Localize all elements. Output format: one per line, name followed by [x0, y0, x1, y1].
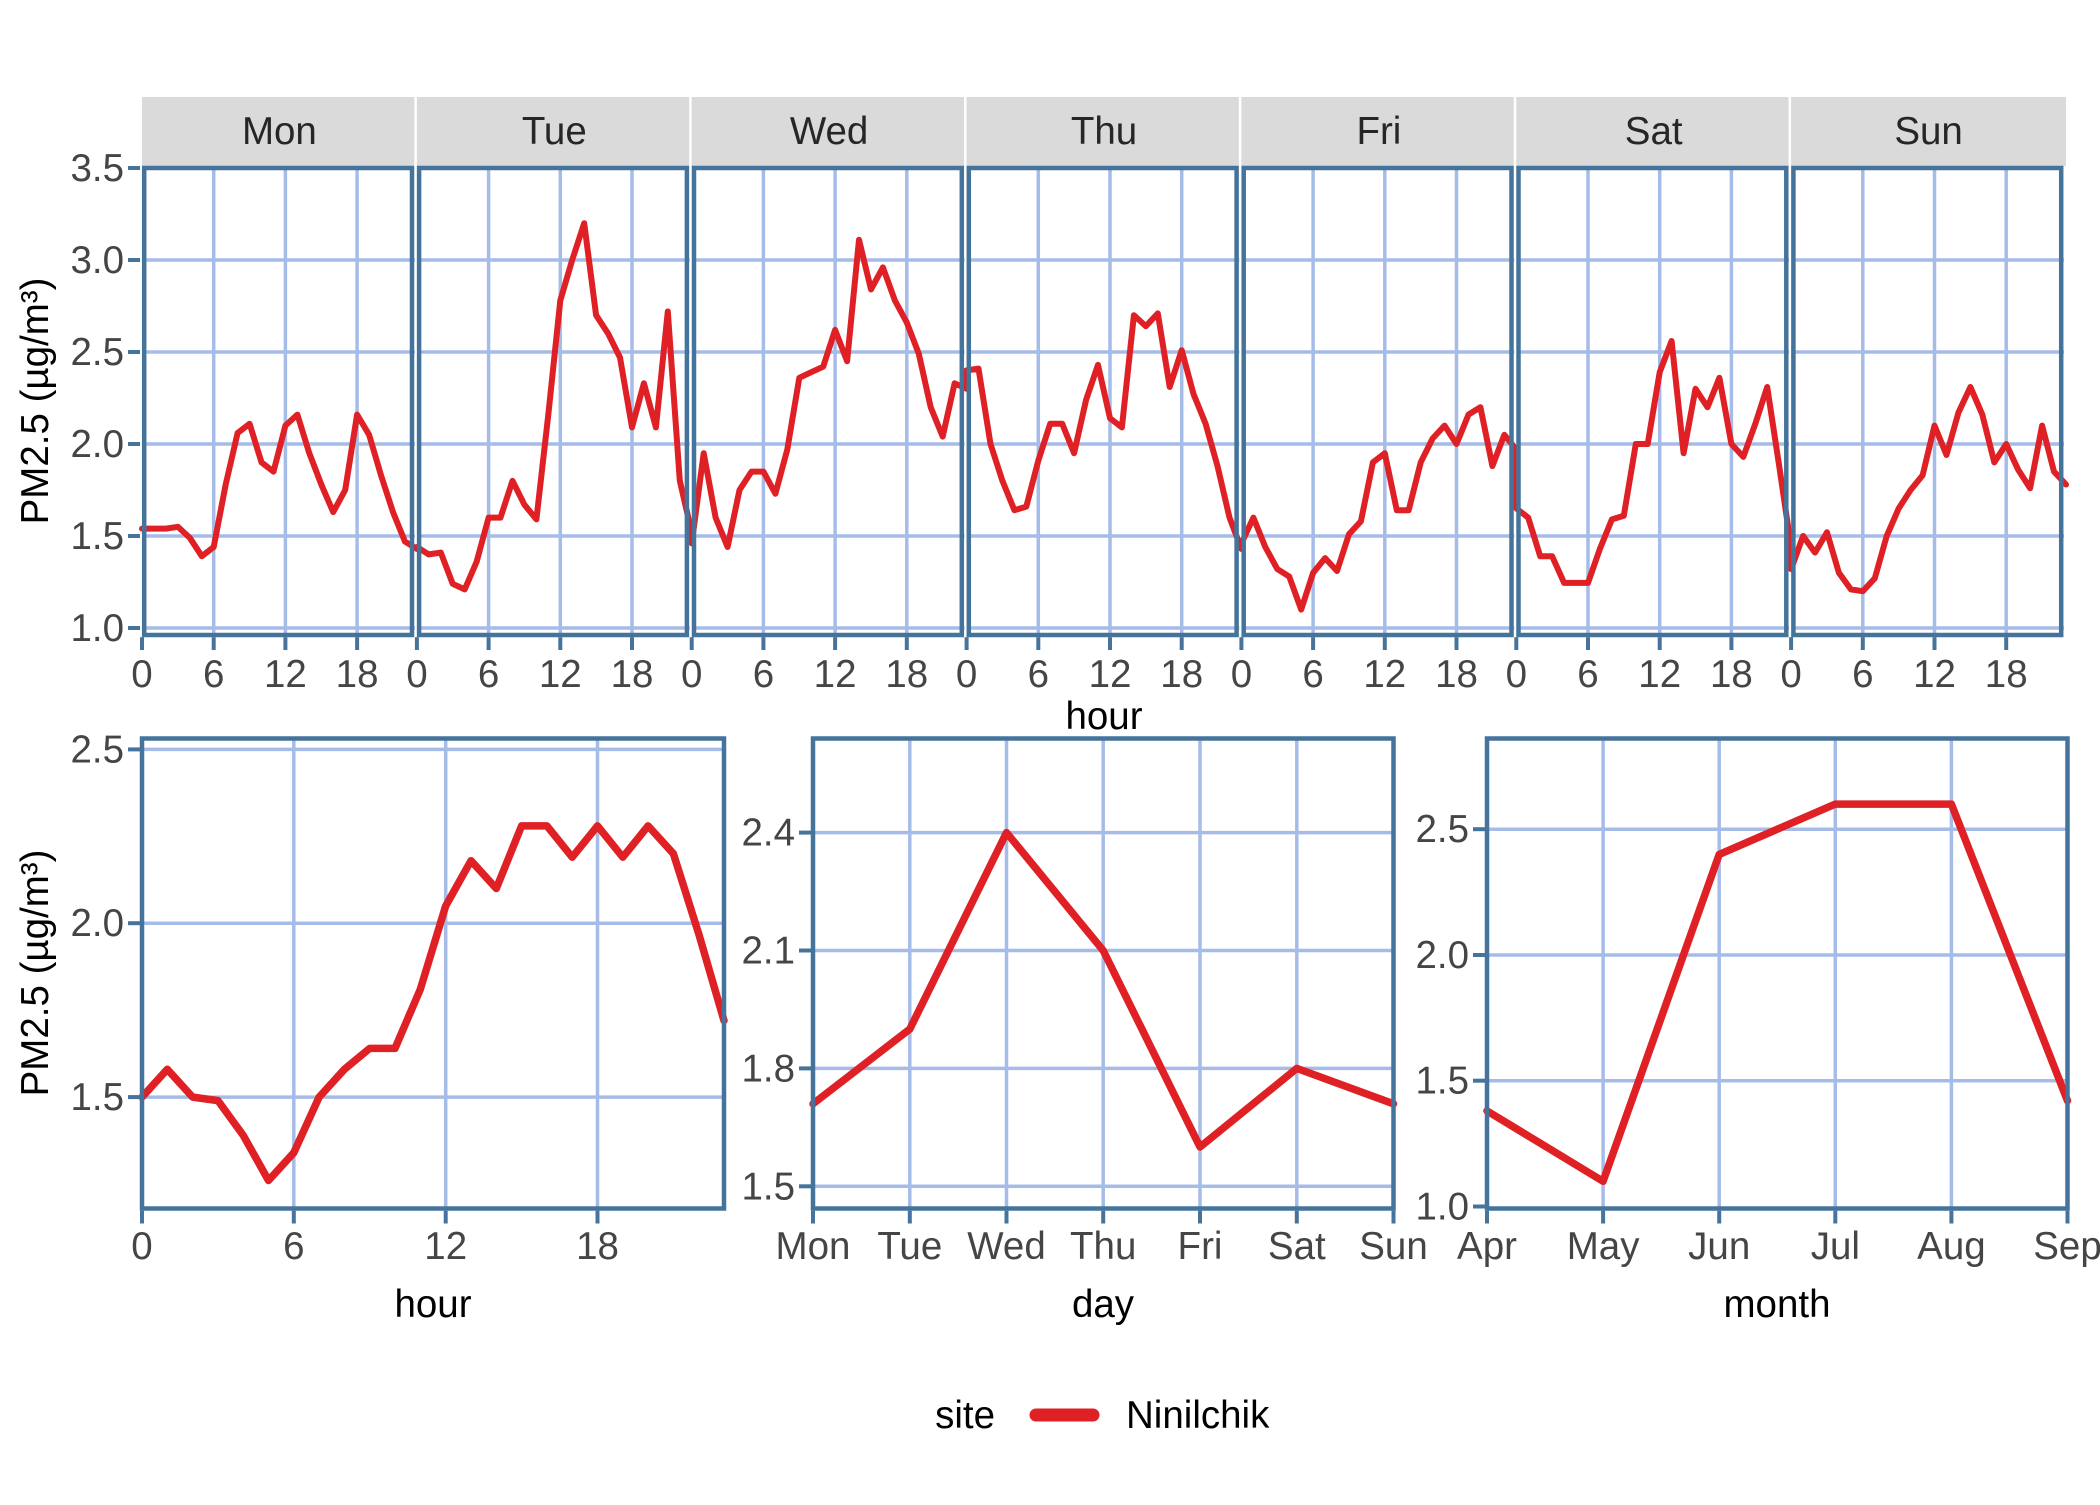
- svg-text:12: 12: [539, 653, 582, 696]
- svg-text:2.0: 2.0: [70, 423, 124, 466]
- svg-text:6: 6: [478, 653, 499, 696]
- svg-text:6: 6: [203, 653, 224, 696]
- svg-text:0: 0: [1506, 653, 1527, 696]
- svg-text:0: 0: [131, 653, 152, 696]
- svg-text:0: 0: [131, 1225, 152, 1268]
- svg-text:Fri: Fri: [1356, 110, 1401, 153]
- svg-text:1.5: 1.5: [70, 515, 124, 558]
- svg-text:1.5: 1.5: [741, 1165, 795, 1208]
- svg-text:Ninilchik: Ninilchik: [1126, 1394, 1270, 1437]
- svg-text:Thu: Thu: [1070, 1225, 1136, 1268]
- svg-text:day: day: [1072, 1283, 1135, 1326]
- svg-text:0: 0: [406, 653, 427, 696]
- svg-text:Mon: Mon: [242, 110, 317, 153]
- svg-text:18: 18: [611, 653, 654, 696]
- svg-text:0: 0: [1231, 653, 1252, 696]
- svg-text:month: month: [1723, 1283, 1830, 1326]
- svg-text:12: 12: [424, 1225, 467, 1268]
- svg-text:3.5: 3.5: [70, 147, 124, 190]
- svg-text:18: 18: [1985, 653, 2028, 696]
- svg-text:12: 12: [1638, 653, 1681, 696]
- svg-text:6: 6: [283, 1225, 304, 1268]
- svg-text:Aug: Aug: [1917, 1225, 1986, 1268]
- svg-text:1.0: 1.0: [70, 607, 124, 650]
- svg-text:18: 18: [1160, 653, 1203, 696]
- svg-text:12: 12: [1363, 653, 1406, 696]
- svg-text:Sat: Sat: [1625, 110, 1683, 153]
- svg-text:May: May: [1567, 1225, 1640, 1268]
- svg-text:PM2.5 (µg/m³): PM2.5 (µg/m³): [14, 850, 57, 1097]
- svg-text:Wed: Wed: [967, 1225, 1045, 1268]
- svg-text:Sat: Sat: [1268, 1225, 1326, 1268]
- svg-text:2.0: 2.0: [1415, 934, 1469, 977]
- svg-text:12: 12: [264, 653, 307, 696]
- svg-text:1.5: 1.5: [70, 1076, 124, 1119]
- svg-text:Mon: Mon: [776, 1225, 851, 1268]
- svg-text:2.5: 2.5: [70, 331, 124, 374]
- svg-text:Fri: Fri: [1178, 1225, 1223, 1268]
- svg-text:1.0: 1.0: [1415, 1186, 1469, 1229]
- svg-text:18: 18: [885, 653, 928, 696]
- svg-text:6: 6: [1302, 653, 1323, 696]
- svg-text:PM2.5 (µg/m³): PM2.5 (µg/m³): [14, 278, 57, 525]
- svg-text:12: 12: [814, 653, 857, 696]
- svg-text:Tue: Tue: [877, 1225, 942, 1268]
- svg-text:18: 18: [336, 653, 379, 696]
- svg-text:Thu: Thu: [1071, 110, 1137, 153]
- svg-text:Apr: Apr: [1457, 1225, 1517, 1268]
- svg-text:hour: hour: [394, 1283, 471, 1326]
- svg-text:12: 12: [1089, 653, 1132, 696]
- svg-text:2.1: 2.1: [741, 930, 795, 973]
- svg-text:6: 6: [1028, 653, 1049, 696]
- svg-text:Tue: Tue: [522, 110, 587, 153]
- svg-text:1.5: 1.5: [1415, 1060, 1469, 1103]
- svg-text:2.5: 2.5: [1415, 808, 1469, 851]
- svg-text:3.0: 3.0: [70, 239, 124, 282]
- svg-text:Sep: Sep: [2033, 1225, 2100, 1268]
- svg-text:18: 18: [576, 1225, 619, 1268]
- svg-text:1.8: 1.8: [741, 1047, 795, 1090]
- svg-text:2.0: 2.0: [70, 902, 124, 945]
- svg-text:hour: hour: [1065, 695, 1142, 738]
- svg-text:18: 18: [1710, 653, 1753, 696]
- svg-text:site: site: [935, 1394, 995, 1437]
- svg-text:0: 0: [681, 653, 702, 696]
- svg-text:18: 18: [1435, 653, 1478, 696]
- svg-text:12: 12: [1913, 653, 1956, 696]
- svg-text:Wed: Wed: [790, 110, 868, 153]
- svg-text:0: 0: [1780, 653, 1801, 696]
- svg-text:0: 0: [956, 653, 977, 696]
- svg-text:Jul: Jul: [1811, 1225, 1860, 1268]
- svg-text:2.4: 2.4: [741, 812, 795, 855]
- svg-text:Jun: Jun: [1688, 1225, 1750, 1268]
- svg-text:2.5: 2.5: [70, 728, 124, 771]
- svg-text:6: 6: [1852, 653, 1873, 696]
- svg-text:6: 6: [1577, 653, 1598, 696]
- svg-text:Sun: Sun: [1359, 1225, 1428, 1268]
- svg-text:6: 6: [753, 653, 774, 696]
- svg-text:Sun: Sun: [1894, 110, 1963, 153]
